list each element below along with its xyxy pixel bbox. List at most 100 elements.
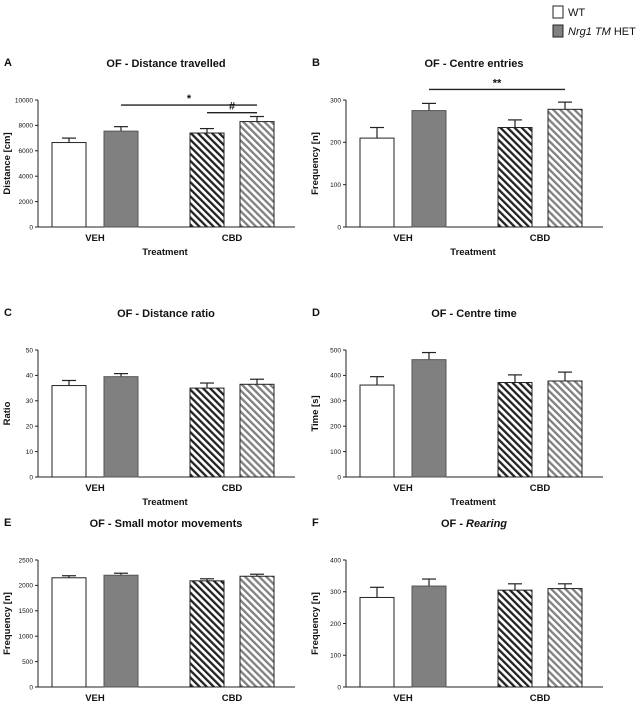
bar-a-cbd-het bbox=[239, 121, 275, 228]
y-tick-label-a-1: 2000 bbox=[19, 199, 34, 206]
legend-label-het: Nrg1 TM HET bbox=[568, 26, 636, 38]
category-label-d-cbd: CBD bbox=[530, 483, 551, 494]
y-tick-label-d-2: 200 bbox=[330, 424, 341, 431]
x-axis-label-d: Treatment bbox=[450, 497, 496, 508]
bar-a-veh-het bbox=[103, 130, 139, 228]
y-tick-label-b-2: 200 bbox=[330, 140, 341, 147]
chart-title-main-e: OF - Small motor movements bbox=[90, 518, 243, 530]
panel-letter-e: E bbox=[4, 517, 11, 529]
category-label-e-cbd: CBD bbox=[222, 693, 243, 704]
bar-d-veh-het bbox=[411, 359, 447, 478]
panel-letter-d: D bbox=[312, 307, 320, 319]
bar-e-veh-het bbox=[103, 574, 139, 688]
significance-label-a-0: # bbox=[229, 101, 235, 113]
bar-c-cbd-wt bbox=[189, 387, 225, 478]
chart-title-main-d: OF - Centre time bbox=[431, 308, 517, 320]
y-tick-label-e-1: 500 bbox=[22, 659, 33, 666]
y-axis-label-e: Frequency [n] bbox=[2, 592, 13, 655]
legend-label-wt: WT bbox=[568, 7, 585, 19]
legend-swatch-wt bbox=[552, 5, 564, 19]
legend-het-gene: Nrg1 TM bbox=[568, 26, 612, 38]
y-tick-label-d-0: 0 bbox=[337, 474, 341, 481]
y-tick-label-f-3: 300 bbox=[330, 589, 341, 596]
chart-title-b: OF - Centre entries bbox=[424, 58, 523, 70]
chart-title-main-f: OF - bbox=[441, 518, 466, 530]
y-tick-label-c-3: 30 bbox=[26, 398, 34, 405]
legend-swatch-het bbox=[552, 24, 564, 38]
category-label-b-veh: VEH bbox=[393, 233, 413, 244]
chart-title-main-c: OF - Distance ratio bbox=[117, 308, 215, 320]
y-axis-label-f: Frequency [n] bbox=[310, 592, 321, 655]
chart-title-e: OF - Small motor movements bbox=[90, 518, 243, 530]
y-tick-label-c-2: 20 bbox=[26, 424, 34, 431]
y-axis-label-a: Distance [cm] bbox=[2, 132, 13, 194]
bar-c-veh-het bbox=[103, 376, 139, 478]
y-tick-label-e-5: 2500 bbox=[19, 557, 34, 564]
y-tick-label-c-4: 40 bbox=[26, 373, 34, 380]
bar-d-veh-wt bbox=[359, 384, 395, 478]
legend: WT Nrg1 TM HET bbox=[552, 5, 636, 38]
category-label-f-cbd: CBD bbox=[530, 693, 551, 704]
y-tick-label-f-1: 100 bbox=[330, 653, 341, 660]
x-axis-label-c: Treatment bbox=[142, 497, 188, 508]
legend-het-suffix: HET bbox=[611, 26, 636, 38]
bar-e-veh-wt bbox=[51, 577, 87, 688]
y-tick-label-c-0: 0 bbox=[29, 474, 33, 481]
bar-d-cbd-wt bbox=[497, 382, 533, 478]
panel-d: D OF - Centre time Time [s] 0 100 200 300 400 50… bbox=[310, 307, 603, 508]
y-tick-label-e-4: 2000 bbox=[19, 583, 34, 590]
category-label-d-veh: VEH bbox=[393, 483, 413, 494]
y-tick-label-e-3: 1500 bbox=[19, 608, 34, 615]
bar-c-veh-wt bbox=[51, 385, 87, 478]
y-axis-label-d: Time [s] bbox=[310, 395, 321, 431]
chart-title-main-b: OF - Centre entries bbox=[424, 58, 523, 70]
bar-b-cbd-het bbox=[547, 108, 583, 228]
y-tick-label-a-2: 4000 bbox=[19, 174, 34, 181]
bar-f-cbd-het bbox=[547, 588, 583, 688]
bar-f-veh-het bbox=[411, 585, 447, 688]
category-label-a-veh: VEH bbox=[85, 233, 105, 244]
y-tick-label-f-2: 200 bbox=[330, 621, 341, 628]
y-tick-label-a-4: 8000 bbox=[19, 123, 34, 130]
bar-e-cbd-wt bbox=[189, 580, 225, 688]
chart-title-f: OF - Rearing bbox=[441, 518, 507, 530]
chart-title-a: OF - Distance travelled bbox=[106, 58, 225, 70]
panel-b: B OF - Centre entries Frequency [n] 0 100 200… bbox=[310, 57, 603, 258]
bar-f-veh-wt bbox=[359, 596, 395, 688]
category-label-a-cbd: CBD bbox=[222, 233, 243, 244]
bar-f-cbd-wt bbox=[497, 589, 533, 688]
category-label-f-veh: VEH bbox=[393, 693, 413, 704]
y-tick-label-d-5: 500 bbox=[330, 347, 341, 354]
panels: A OF - Distance travelled Distance [cm] 0 20… bbox=[2, 57, 603, 708]
y-tick-label-f-4: 400 bbox=[330, 557, 341, 564]
panel-letter-f: F bbox=[312, 517, 319, 529]
category-label-e-veh: VEH bbox=[85, 693, 105, 704]
significance-label-b-0: ** bbox=[493, 77, 502, 89]
bar-d-cbd-het bbox=[547, 380, 583, 478]
y-tick-label-a-3: 6000 bbox=[19, 148, 34, 155]
y-tick-label-b-1: 100 bbox=[330, 182, 341, 189]
panel-f: F OF - Rearing Frequency [n] 0 100 200 300 400 V… bbox=[310, 517, 603, 708]
category-label-b-cbd: CBD bbox=[530, 233, 551, 244]
bar-a-cbd-wt bbox=[189, 132, 225, 228]
y-tick-label-a-5: 10000 bbox=[15, 97, 33, 104]
x-axis-label-a: Treatment bbox=[142, 247, 188, 258]
y-tick-label-b-0: 0 bbox=[337, 224, 341, 231]
significance-label-a-1: * bbox=[187, 93, 192, 105]
chart-title-italic-f: Rearing bbox=[466, 518, 507, 530]
bar-e-cbd-het bbox=[239, 575, 275, 688]
y-tick-label-c-1: 10 bbox=[26, 449, 34, 456]
bar-c-cbd-het bbox=[239, 383, 275, 478]
panel-e: E OF - Small motor movements Frequency [n]… bbox=[2, 517, 295, 708]
y-tick-label-f-0: 0 bbox=[337, 684, 341, 691]
chart-title-d: OF - Centre time bbox=[431, 308, 517, 320]
bar-b-cbd-wt bbox=[497, 127, 533, 228]
y-axis-label-b: Frequency [n] bbox=[310, 132, 321, 195]
bar-b-veh-wt bbox=[359, 137, 395, 228]
y-tick-label-d-1: 100 bbox=[330, 449, 341, 456]
y-tick-label-e-2: 1000 bbox=[19, 634, 34, 641]
bar-b-veh-het bbox=[411, 110, 447, 228]
chart-title-main-a: OF - Distance travelled bbox=[106, 58, 225, 70]
